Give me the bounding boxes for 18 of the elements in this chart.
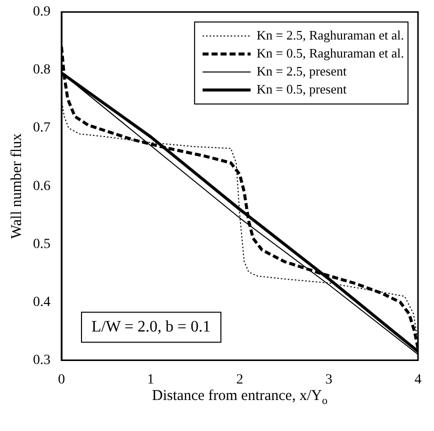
y-tick-label: 0.5 [33, 236, 50, 252]
annotation: L/W = 2.0, b = 0.1 [92, 318, 211, 336]
y-tick-label: 0.6 [33, 178, 50, 194]
y-tick-label: 0.9 [33, 4, 50, 20]
legend-label: Kn = 2.5, Raghuraman et al. [256, 27, 404, 42]
legend-label: Kn = 2.5, present [256, 63, 347, 78]
y-tick-label: 0.7 [33, 120, 50, 136]
y-tick-label: 0.8 [33, 62, 50, 78]
x-tick-label: 2 [236, 372, 244, 388]
y-tick-label: 0.3 [33, 352, 50, 368]
x-tick-label: 0 [58, 372, 65, 388]
y-axis-title: Wall number flux [8, 132, 25, 239]
x-tick-label: 4 [414, 372, 422, 388]
x-tick-label: 1 [147, 372, 154, 388]
legend-label: Kn = 0.5, Raghuraman et al. [256, 45, 404, 60]
y-tick-label: 0.4 [33, 294, 50, 310]
x-tick-label: 3 [325, 372, 332, 388]
legend-label: Kn = 0.5, present [256, 81, 347, 96]
